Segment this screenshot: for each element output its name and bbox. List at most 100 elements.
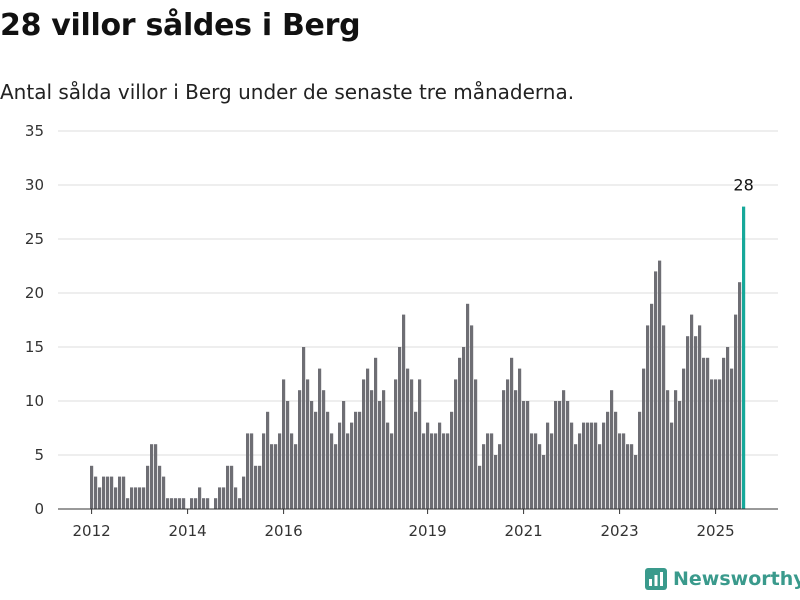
bar bbox=[242, 476, 246, 509]
bar bbox=[182, 498, 186, 509]
bar bbox=[230, 465, 234, 509]
bar bbox=[722, 357, 726, 509]
bar bbox=[450, 411, 454, 509]
bar bbox=[650, 303, 654, 509]
bar bbox=[338, 422, 342, 509]
chart-title: 28 villor såldes i Berg bbox=[0, 8, 361, 43]
bar bbox=[706, 357, 710, 509]
bar bbox=[486, 433, 490, 509]
bar bbox=[710, 379, 714, 509]
bar bbox=[378, 401, 382, 509]
bar bbox=[494, 455, 498, 509]
bar bbox=[134, 487, 138, 509]
bar bbox=[470, 325, 474, 509]
bar bbox=[146, 465, 150, 509]
bar bbox=[630, 444, 634, 509]
bar bbox=[734, 314, 738, 509]
x-tick-label: 2012 bbox=[73, 522, 111, 540]
bar bbox=[454, 379, 458, 509]
bar bbox=[534, 433, 538, 509]
bar bbox=[154, 444, 158, 509]
newsworthy-logo-icon bbox=[645, 568, 667, 590]
bar bbox=[294, 444, 298, 509]
bar bbox=[258, 465, 262, 509]
x-tick-label: 2014 bbox=[169, 522, 207, 540]
bar bbox=[314, 411, 318, 509]
bar bbox=[278, 433, 282, 509]
bar bbox=[694, 336, 698, 509]
bar bbox=[598, 444, 602, 509]
bar bbox=[238, 498, 242, 509]
bar bbox=[114, 487, 118, 509]
bar bbox=[478, 465, 482, 509]
bar bbox=[578, 433, 582, 509]
x-tick-label: 2023 bbox=[601, 522, 639, 540]
brand-logo[interactable]: Newsworthy bbox=[645, 568, 800, 590]
bar bbox=[150, 444, 154, 509]
bar bbox=[702, 357, 706, 509]
bar bbox=[714, 379, 718, 509]
bar bbox=[542, 455, 546, 509]
bar bbox=[538, 444, 542, 509]
data-labels: 28 bbox=[733, 176, 753, 195]
bar bbox=[166, 498, 170, 509]
bar bbox=[318, 368, 322, 509]
bar bbox=[530, 433, 534, 509]
bar bbox=[458, 357, 462, 509]
bar bbox=[214, 498, 218, 509]
x-tick-label: 2021 bbox=[505, 522, 543, 540]
bar bbox=[286, 401, 290, 509]
bar bbox=[334, 444, 338, 509]
bar bbox=[374, 357, 378, 509]
bar bbox=[550, 433, 554, 509]
chart-subtitle: Antal sålda villor i Berg under de senas… bbox=[0, 80, 575, 104]
bars bbox=[90, 206, 746, 509]
bar bbox=[234, 487, 238, 509]
bar bbox=[274, 444, 278, 509]
x-tick-label: 2019 bbox=[409, 522, 447, 540]
y-tick-label: 35 bbox=[25, 122, 44, 140]
bar bbox=[522, 401, 526, 509]
bar bbox=[302, 347, 306, 509]
bar bbox=[654, 271, 658, 509]
bar bbox=[606, 411, 610, 509]
bar bbox=[718, 379, 722, 509]
bar bbox=[686, 336, 690, 509]
bar bbox=[158, 465, 162, 509]
bar bbox=[310, 401, 314, 509]
bar bbox=[358, 411, 362, 509]
bar bbox=[170, 498, 174, 509]
bar bbox=[414, 411, 418, 509]
bar bbox=[662, 325, 666, 509]
bar bbox=[670, 422, 674, 509]
bar bbox=[426, 422, 430, 509]
bar bbox=[674, 390, 678, 509]
bar bbox=[498, 444, 502, 509]
bar bbox=[326, 411, 330, 509]
bar bbox=[190, 498, 194, 509]
bar bbox=[666, 390, 670, 509]
bar bbox=[594, 422, 598, 509]
bar bbox=[566, 401, 570, 509]
bar bbox=[386, 422, 390, 509]
bar-highlight bbox=[742, 206, 746, 509]
bar bbox=[350, 422, 354, 509]
bar bbox=[226, 465, 230, 509]
bar bbox=[370, 390, 374, 509]
bar bbox=[510, 357, 514, 509]
bar bbox=[590, 422, 594, 509]
bar bbox=[678, 401, 682, 509]
bar bbox=[690, 314, 694, 509]
bar bbox=[546, 422, 550, 509]
bar bbox=[518, 368, 522, 509]
bar bbox=[118, 476, 122, 509]
bar bbox=[298, 390, 302, 509]
bar bbox=[430, 433, 434, 509]
bar bbox=[622, 433, 626, 509]
bar bbox=[610, 390, 614, 509]
y-tick-label: 15 bbox=[25, 338, 44, 356]
bar bbox=[122, 476, 126, 509]
bar bbox=[474, 379, 478, 509]
bar bbox=[130, 487, 134, 509]
x-axis: 2012 2014 2016 2019 2021 2023 2025 bbox=[58, 508, 778, 540]
